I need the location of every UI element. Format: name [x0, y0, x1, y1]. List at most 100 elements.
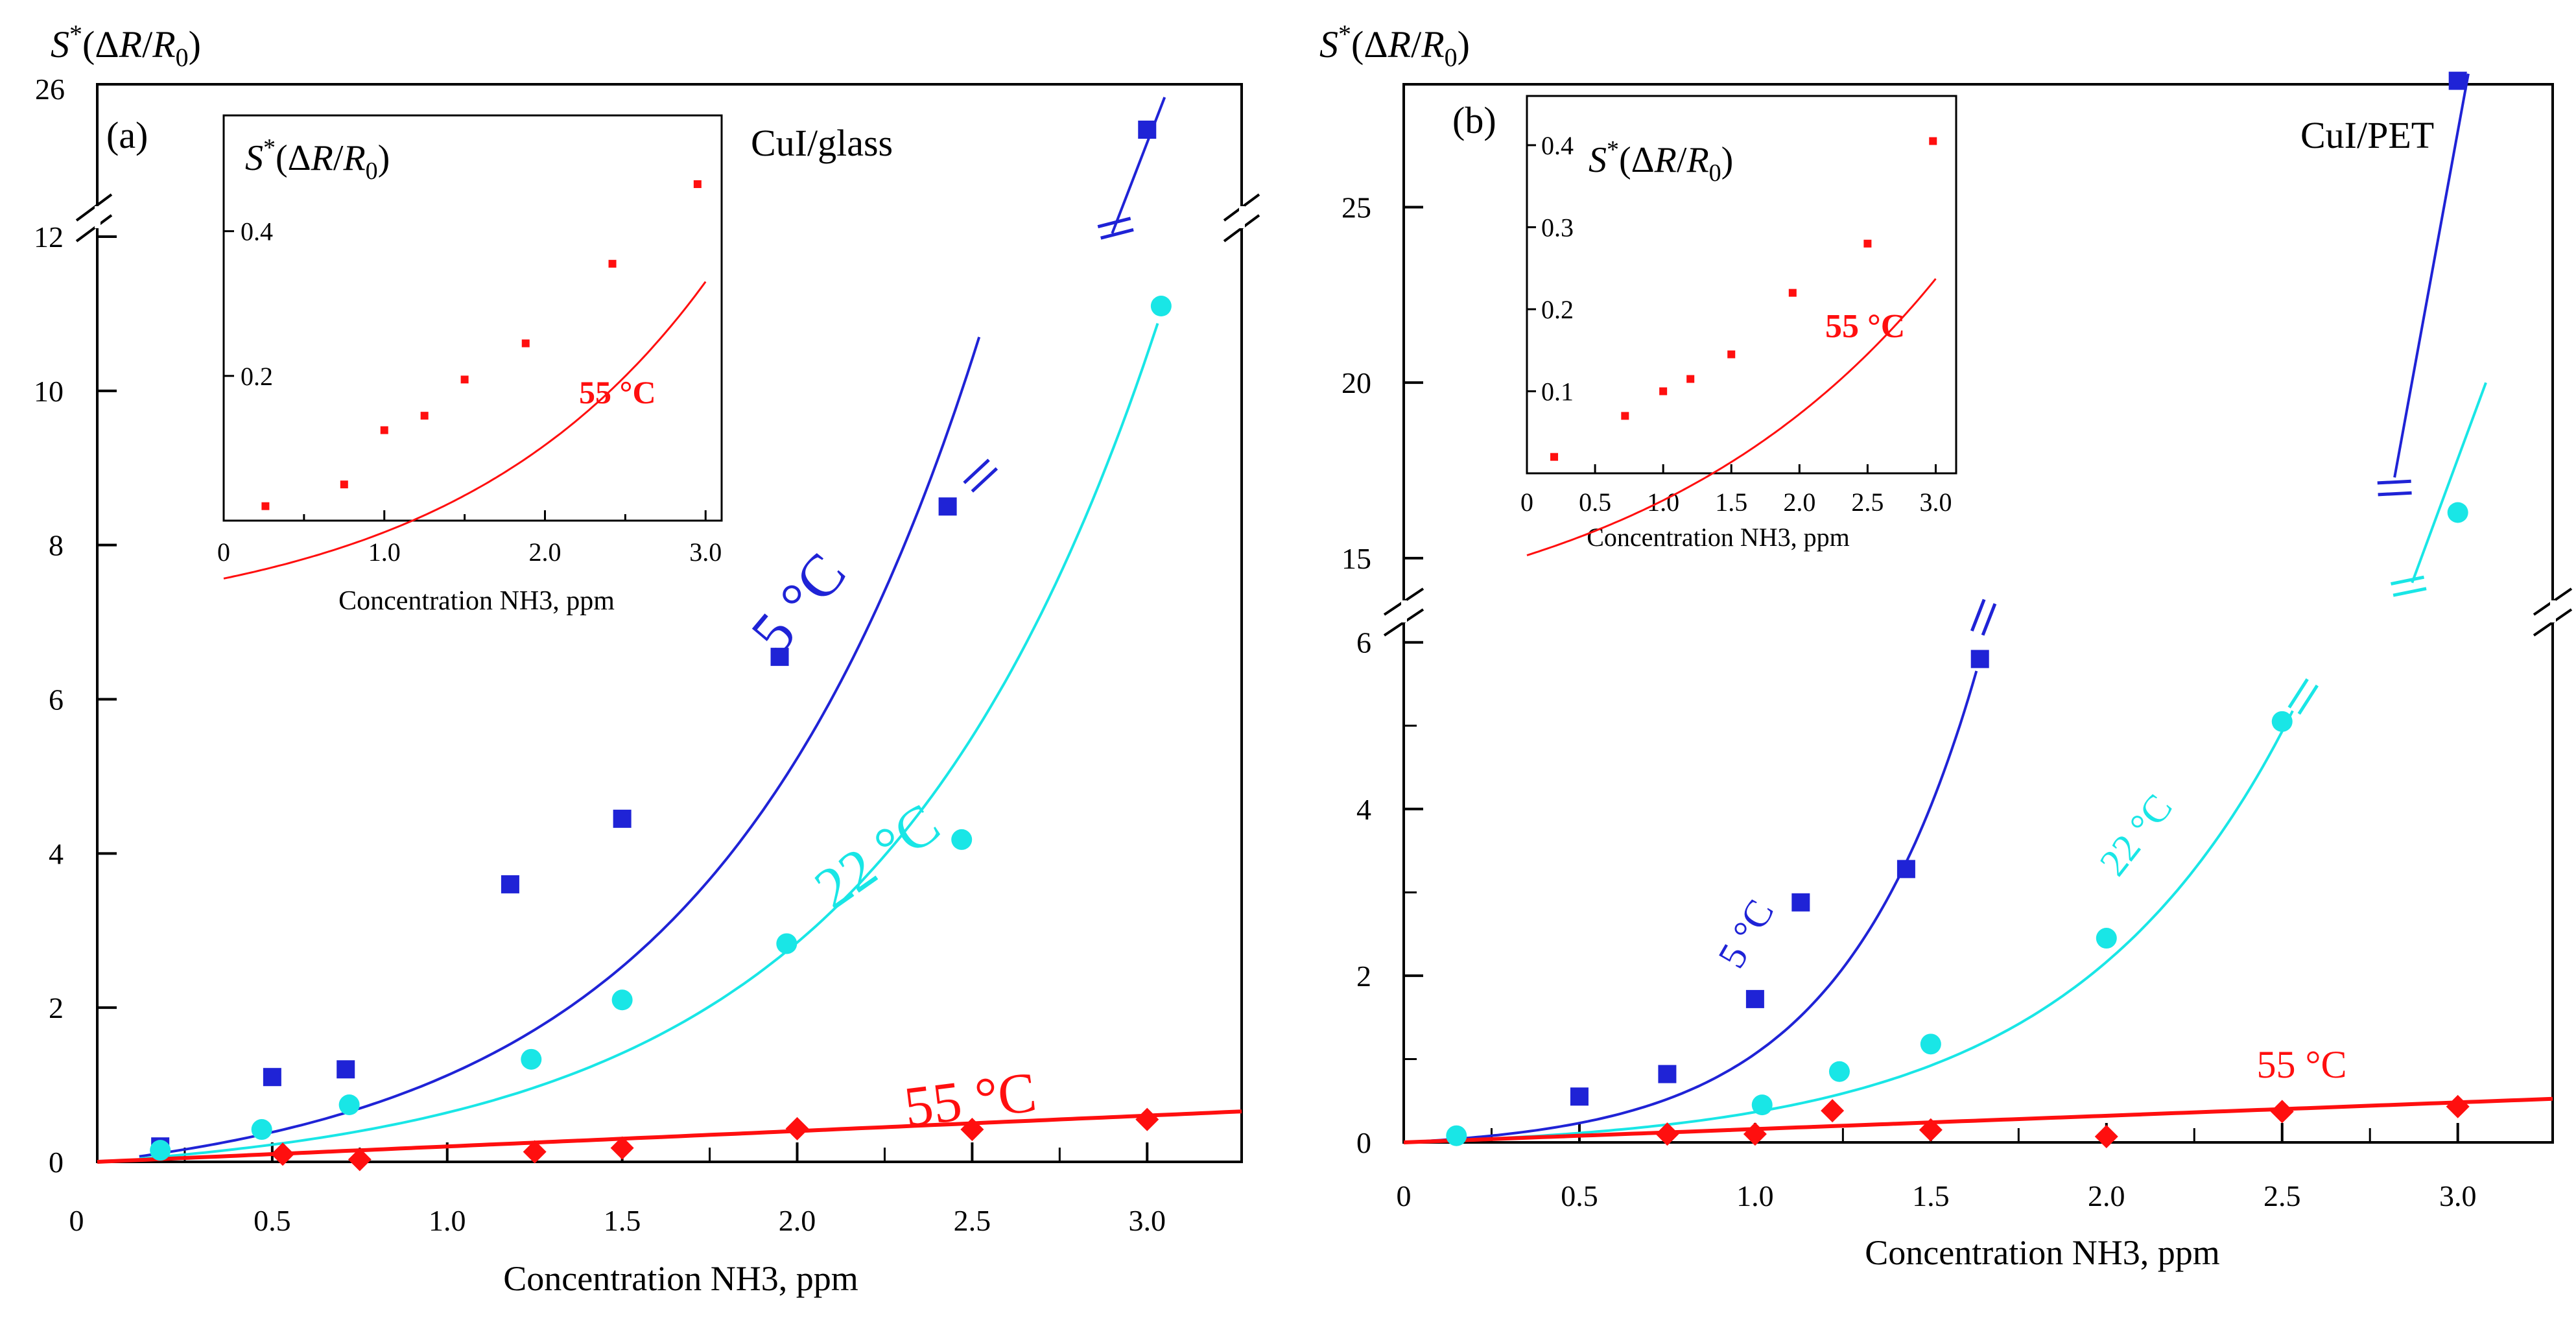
panel-b-inset-xtick-label: 1.5 [1715, 488, 1747, 517]
panel-a-xlabel: Concentration NH3, ppm [503, 1259, 858, 1298]
panel-a-point-diamond [960, 1118, 984, 1142]
panel-b-inset-point [1788, 289, 1797, 297]
panel-b-xtick-label: 2.5 [2263, 1179, 2301, 1212]
panel-b-point-diamond [2094, 1125, 2118, 1149]
panel-a-curve-break-5c [963, 458, 990, 484]
panel-a-inset-fit [223, 281, 707, 580]
panel-a-point-diamond [610, 1136, 634, 1160]
panel-a-ytick-label: 12 [34, 220, 64, 254]
panel-b-point-square [1658, 1065, 1677, 1083]
panel-a-inset-frame [222, 114, 723, 522]
panel-a-origin-label: 0 [69, 1204, 84, 1237]
panel-b-inset-xtick-label: 1.0 [1647, 488, 1679, 517]
panel-b-inset-frame [1526, 95, 1957, 475]
panel-b-fit-circle [1445, 710, 2294, 1142]
panel-b-curve-break-upper-5c [2378, 491, 2412, 497]
panel-a-point-circle [951, 829, 973, 850]
panel-b-curve-break-upper-22c [2391, 575, 2425, 585]
panel-b-inset-xtick-label: 0.5 [1579, 488, 1611, 517]
panel-b-inset-ytick-label: 0.1 [1541, 377, 1574, 406]
panel-b-label: (b) [1452, 99, 1496, 141]
panel-b-inset-title: S*(ΔR/R0) [1589, 136, 1733, 187]
panel-b-fit-upper-22c [2411, 382, 2487, 584]
panel-a-inset-point [521, 339, 530, 348]
panel-a-ytick-label: 10 [34, 375, 64, 408]
panel-b-inset-fit [1526, 277, 1937, 556]
panel-b-origin-label: 0 [1397, 1179, 1412, 1212]
panel-b-xlabel: Concentration NH3, ppm [1865, 1233, 2219, 1272]
panel-a-inset-point [420, 412, 429, 420]
panel-b-point-square [1745, 989, 1764, 1008]
panel-a-chart: S*(ΔR/R0) 26 (a) CuI/glass 0 Concentrati… [34, 19, 1260, 1298]
panel-a-inset-point [340, 480, 348, 489]
panel-a-point-square [770, 648, 789, 667]
panel-a-inset-xtick-label: 1.0 [368, 537, 401, 567]
panel-b-upper-ytick-label: 15 [1341, 542, 1371, 575]
panel-b-fit-square [1403, 670, 1978, 1144]
panel-a-label-55c: 55 °C [901, 1061, 1039, 1139]
panel-a-fit-square [139, 336, 981, 1158]
panel-a-inset-xtick-label: 0 [217, 537, 230, 567]
panel-b-xtick-label: 1.0 [1736, 1179, 1774, 1212]
panel-b-xtick-label: 3.0 [2439, 1179, 2477, 1212]
panel-b-chart: S*(ΔR/R0) (b) CuI/PET 0 Concentration NH… [1319, 19, 2573, 1272]
panel-a-point-circle [521, 1048, 542, 1070]
panel-b-label-22c: 22 °C [2091, 786, 2180, 884]
panel-a-point-square [613, 809, 632, 828]
panel-b-inset-xtick-label: 3.0 [1919, 488, 1952, 517]
panel-b-inset-point [1659, 387, 1668, 395]
panel-a-point-circle [1150, 296, 1172, 317]
panel-b-label-55c: 55 °C [2256, 1043, 2346, 1086]
panel-a-xtick-label: 1.0 [429, 1204, 466, 1237]
panel-b-upper-ytick-label: 20 [1341, 366, 1371, 399]
panel-a-curve-break-5c [971, 467, 998, 493]
panel-a-point-circle [150, 1140, 171, 1161]
panel-a-point-square [938, 497, 957, 516]
panel-b-point-upper-22c [2447, 502, 2468, 523]
panel-b-inset-point [1621, 412, 1629, 420]
panel-a-frame [96, 83, 1243, 1163]
panel-b-point-circle [2096, 928, 2117, 949]
panel-a-point-circle [338, 1094, 360, 1116]
panel-a-xtick-label: 1.5 [604, 1204, 641, 1237]
panel-b-point-diamond [2270, 1100, 2294, 1124]
panel-b-point-diamond [1821, 1099, 1845, 1123]
panel-a-point-diamond [348, 1148, 372, 1172]
panel-b-xtick-label: 0.5 [1561, 1179, 1598, 1212]
panel-a-inset-xlabel: Concentration NH3, ppm [338, 586, 615, 616]
panel-a-label-5c: 5 °C [738, 540, 858, 666]
panel-b-point-diamond [2446, 1094, 2470, 1118]
panel-b-axis-break-gap-left [1401, 600, 1407, 622]
panel-a-inset: S*(ΔR/R0) 55 °C Concentration NH3, ppm 0… [217, 114, 723, 616]
panel-b-point-diamond [1919, 1118, 1943, 1142]
panel-b-inset-ytick-label: 0.3 [1541, 213, 1574, 242]
panel-a-label-22c: 22 °C [803, 791, 951, 921]
panel-b-inset: S*(ΔR/R0) 55 °C Concentration NH3, ppm 0… [1520, 95, 1957, 556]
panel-a-inset-title: S*(ΔR/R0) [245, 134, 390, 185]
panel-b-point-square [1897, 860, 1915, 879]
panel-a-point-square [263, 1068, 281, 1087]
panel-b-xtick-label: 1.5 [1912, 1179, 1950, 1212]
panel-b-point-square [1970, 650, 1989, 668]
panel-b-fit-diamond [1403, 1096, 2553, 1144]
panel-a-ytick-label: 0 [49, 1146, 64, 1179]
panel-b-point-diamond [1655, 1122, 1679, 1146]
panel-a-upper-tick-label: 26 [35, 73, 65, 106]
panel-a-point-square [501, 875, 519, 893]
panel-a-fit-upper [1111, 97, 1166, 234]
panel-a-axis-break-left [75, 193, 113, 242]
panel-a-inset-xtick-label: 3.0 [689, 537, 722, 567]
panel-a-inset-point [460, 375, 469, 384]
panel-a-point-upper [1138, 121, 1157, 139]
panel-b-curve-break-upper-22c [2393, 587, 2427, 597]
panel-a-ytick-label: 2 [49, 991, 64, 1024]
panel-b-inset-point [1727, 350, 1736, 359]
panel-b-inset-xlabel: Concentration NH3, ppm [1587, 523, 1850, 552]
panel-a-point-diamond [523, 1140, 547, 1164]
panel-a-xtick-label: 3.0 [1129, 1204, 1166, 1237]
panel-b-inset-annotation: 55 °C [1825, 308, 1905, 345]
panel-b-point-circle [1446, 1125, 1467, 1146]
panel-b-point-upper-5c [2448, 71, 2467, 90]
panel-b-inset-point [1929, 137, 1937, 145]
